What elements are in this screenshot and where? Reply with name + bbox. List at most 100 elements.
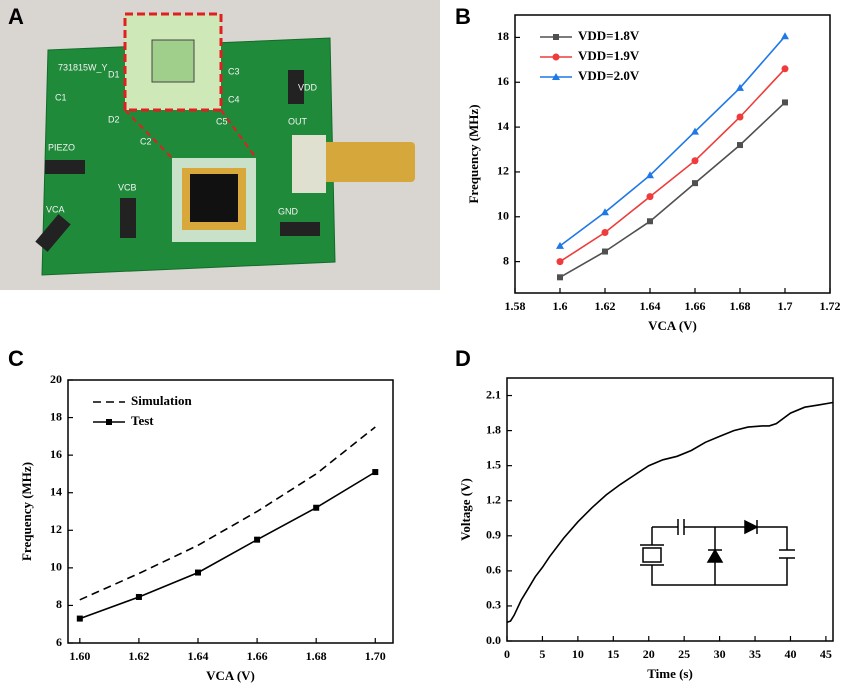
panel-label: D (455, 346, 471, 371)
silkscreen-label: 731815W_Y (58, 62, 108, 72)
silkscreen-label: GND (278, 206, 299, 216)
plot-frame (506, 377, 834, 642)
x-tick-label: 1.60 (69, 649, 90, 663)
y-tick-label: 0.3 (486, 598, 501, 612)
header (280, 222, 320, 236)
silkscreen-label: C5 (216, 116, 228, 126)
silkscreen-label: C4 (228, 94, 240, 104)
marker (646, 171, 654, 179)
silkscreen-label: C1 (55, 92, 67, 102)
x-tick-label: 15 (607, 647, 619, 661)
x-tick-label: 40 (784, 647, 796, 661)
chip-inset-die (151, 39, 195, 83)
diode-bar (708, 520, 758, 551)
x-axis-label: VCA (V) (648, 318, 697, 333)
connector (320, 142, 415, 182)
marker (372, 469, 379, 476)
series-line (559, 101, 786, 278)
marker (76, 615, 83, 622)
y-tick-label: 16 (497, 74, 509, 88)
y-axis-label: Frequency (MHz) (466, 104, 481, 203)
x-tick-label: 20 (643, 647, 655, 661)
x-axis-label: VCA (V) (206, 668, 255, 683)
x-tick-label: 1.70 (365, 649, 386, 663)
x-tick-label: 1.62 (128, 649, 149, 663)
y-tick-label: 14 (497, 119, 509, 133)
x-tick-label: 1.7 (778, 299, 793, 313)
header (120, 198, 136, 238)
marker (556, 241, 564, 249)
series-line (506, 401, 834, 624)
marker (601, 208, 609, 216)
y-tick-label: 10 (497, 209, 509, 223)
header (35, 214, 71, 252)
silkscreen-label: D1 (108, 69, 120, 79)
y-axis-label: Voltage (V) (458, 478, 473, 541)
marker (737, 142, 743, 149)
x-tick-label: 5 (539, 647, 545, 661)
circuit-inset (640, 519, 795, 586)
header (288, 70, 304, 104)
photo (0, 0, 440, 290)
x-tick-label: 1.72 (820, 299, 841, 313)
y-tick-label: 0.6 (486, 563, 501, 577)
y-tick-label: 8 (503, 253, 509, 267)
y-tick-label: 2.1 (486, 387, 501, 401)
y-tick-label: 1.5 (486, 457, 501, 471)
y-tick-label: 12 (50, 522, 62, 536)
circuit-wires (651, 526, 788, 586)
y-tick-label: 8 (56, 597, 62, 611)
header (45, 160, 85, 174)
marker (601, 228, 609, 236)
marker (646, 193, 654, 201)
marker (556, 258, 564, 266)
x-tick-label: 1.6 (553, 299, 568, 313)
marker (781, 65, 789, 73)
panel-label: C (8, 346, 24, 371)
y-tick-label: 20 (50, 372, 62, 386)
legend-marker (553, 34, 559, 40)
y-tick-label: 18 (50, 409, 62, 423)
plot-frame (67, 379, 394, 644)
y-tick-label: 6 (56, 635, 62, 649)
x-tick-label: 45 (820, 647, 832, 661)
legend-label: VDD=2.0V (578, 68, 640, 83)
marker (691, 127, 699, 135)
legend-label: VDD=1.8V (578, 28, 640, 43)
chip-die (190, 174, 238, 222)
marker (692, 180, 698, 187)
inset-lines (124, 109, 257, 159)
marker (135, 593, 142, 600)
x-axis-label: Time (s) (647, 666, 693, 681)
x-tick-label: 0 (504, 647, 510, 661)
marker (781, 32, 789, 40)
x-tick-label: 35 (749, 647, 761, 661)
x-tick-label: 1.66 (685, 299, 706, 313)
panel-label: B (455, 4, 471, 29)
piezo (642, 547, 662, 563)
x-tick-label: 10 (572, 647, 584, 661)
silkscreen-label: PIEZO (48, 142, 75, 152)
panel-label: A (8, 4, 24, 29)
x-tick-label: 1.68 (306, 649, 327, 663)
y-tick-label: 10 (50, 560, 62, 574)
y-tick-label: 1.2 (486, 492, 501, 506)
x-tick-label: 1.62 (595, 299, 616, 313)
series-line (79, 471, 376, 620)
legend-label: Simulation (131, 393, 192, 408)
x-tick-label: 1.66 (247, 649, 268, 663)
silkscreen-label: VDD (298, 82, 318, 92)
y-tick-label: 14 (50, 484, 62, 498)
marker (557, 274, 563, 281)
x-tick-label: 1.68 (730, 299, 751, 313)
silkscreen-label: VCA (46, 204, 65, 214)
marker (647, 218, 653, 225)
x-tick-label: 1.58 (505, 299, 526, 313)
silkscreen-label: C3 (228, 66, 240, 76)
y-tick-label: 16 (50, 447, 62, 461)
silkscreen-label: VCB (118, 182, 137, 192)
series-line (79, 426, 376, 601)
legend-marker (106, 419, 112, 425)
pcb (41, 37, 336, 276)
